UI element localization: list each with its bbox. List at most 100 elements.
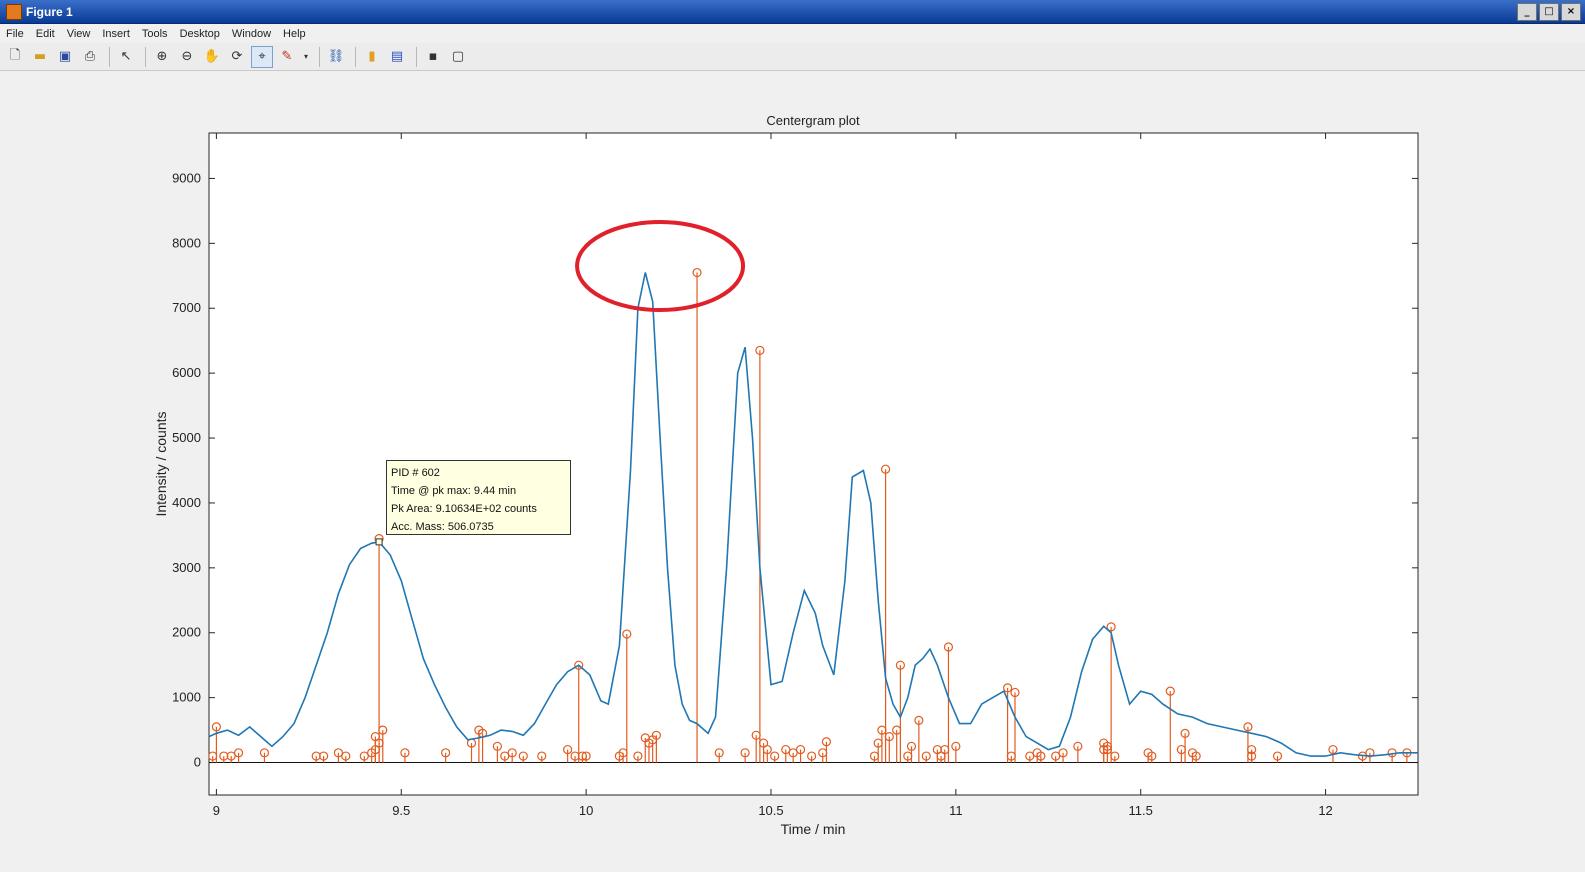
- x-tick-label: 11.5: [1129, 803, 1153, 818]
- data-cursor-icon[interactable]: ⌖: [251, 45, 273, 68]
- stem-marker: [341, 751, 351, 761]
- stem-marker: [651, 730, 661, 740]
- link-plot-icon[interactable]: ⛓: [327, 49, 345, 64]
- close-button[interactable]: ×: [1561, 3, 1581, 21]
- stem-marker: [1180, 728, 1190, 738]
- stem-marker: [311, 751, 321, 761]
- stem-marker: [762, 744, 772, 755]
- data-tip[interactable]: PID # 602 Time @ pk max: 9.44 min Pk Are…: [386, 460, 571, 535]
- show-plot-tools-icon[interactable]: ▢: [451, 49, 465, 64]
- menu-insert[interactable]: Insert: [102, 27, 130, 40]
- pan-hand-icon[interactable]: ✋: [203, 49, 221, 64]
- stem-marker: [319, 751, 329, 761]
- stem-marker: [537, 751, 547, 761]
- line-layer: [208, 272, 1418, 757]
- y-tick-label: 6000: [172, 365, 201, 380]
- stem-marker: [895, 660, 905, 670]
- stem-marker: [359, 751, 369, 761]
- x-tick-label: 9: [213, 803, 220, 818]
- menu-view[interactable]: View: [66, 27, 91, 40]
- open-file-icon[interactable]: ▬: [33, 49, 47, 64]
- stem-marker: [951, 741, 961, 751]
- legend-icon[interactable]: ▤: [390, 49, 404, 64]
- window-title: Figure 1: [26, 4, 73, 19]
- window-titlebar: Figure 1 _ □ ×: [0, 0, 1585, 24]
- stem-marker: [714, 748, 724, 758]
- stem-marker: [219, 751, 229, 761]
- stem-marker: [795, 744, 806, 755]
- x-tick-label: 10.5: [758, 803, 783, 818]
- y-axis-label: Intensity / counts: [153, 411, 169, 516]
- rotate-3d-icon[interactable]: ⟳: [231, 49, 243, 64]
- print-icon[interactable]: ⎙: [84, 49, 96, 64]
- axes-layer: 9 9.5 10 10.5 11 11.5 12 0 1000 2000 3000 4000 5000 6…: [172, 133, 1418, 818]
- stem-marker: [211, 722, 221, 732]
- stem-marker: [1191, 751, 1201, 761]
- save-icon[interactable]: ▣: [58, 49, 72, 64]
- stem-marker: [906, 741, 917, 751]
- y-tick-label: 4000: [172, 495, 201, 510]
- stem-marker: [226, 751, 236, 761]
- figure-toolbar: 🗋 ▬ ▣ ⎙ ↖ ⊕ ⊖ ✋ ⟳ ⌖ ✎ ▾ ⛓ ▮ ▤ ▪ ▢: [0, 43, 1585, 71]
- stem-marker: [1058, 748, 1068, 758]
- stem-marker: [781, 744, 791, 755]
- stem-marker: [1147, 751, 1157, 761]
- stem-marker: [692, 267, 702, 278]
- stem-marker: [518, 751, 528, 761]
- menu-help[interactable]: Help: [283, 27, 306, 40]
- y-tick-label: 9000: [172, 170, 201, 185]
- stem-marker: [500, 751, 510, 761]
- stem-marker: [378, 725, 388, 735]
- zoom-out-icon[interactable]: ⊖: [181, 49, 193, 64]
- stem-marker: [884, 731, 894, 742]
- x-tick-label: 12: [1318, 803, 1332, 818]
- maximize-button[interactable]: □: [1539, 3, 1559, 21]
- stem-marker: [821, 737, 832, 747]
- hide-plot-tools-icon[interactable]: ▪: [428, 49, 438, 64]
- stem-marker: [1025, 751, 1035, 761]
- stem-marker: [622, 629, 632, 639]
- stem-marker: [807, 751, 817, 761]
- datatip-marker: [375, 538, 383, 546]
- stem-marker: [755, 345, 765, 356]
- y-tick-label: 5000: [172, 430, 201, 445]
- datatip-line-mass: Acc. Mass: 506.0735: [391, 521, 494, 533]
- stem-marker: [880, 464, 891, 474]
- brush-icon[interactable]: ✎: [281, 49, 293, 64]
- datatip-line-pid: PID # 602: [391, 467, 440, 479]
- chart-title: Centergram plot: [766, 113, 860, 128]
- x-tick-label: 9.5: [392, 803, 410, 818]
- menu-desktop[interactable]: Desktop: [179, 27, 220, 40]
- stem-marker: [1003, 683, 1013, 693]
- menu-tools[interactable]: Tools: [141, 27, 168, 40]
- matlab-icon: [6, 3, 22, 20]
- toolbar-separator: [355, 46, 356, 67]
- stem-marker: [914, 715, 924, 725]
- menu-edit[interactable]: Edit: [35, 27, 55, 40]
- stem-marker: [1036, 751, 1046, 761]
- annotation-layer: [375, 220, 746, 546]
- stem-marker: [1272, 751, 1283, 761]
- zoom-in-icon[interactable]: ⊕: [156, 49, 168, 64]
- new-figure-icon[interactable]: 🗋: [9, 47, 21, 63]
- stem-marker: [441, 748, 451, 758]
- stem-marker: [633, 751, 643, 761]
- colorbar-icon[interactable]: ▮: [368, 49, 376, 64]
- stem-marker: [943, 642, 954, 652]
- stem-marker: [574, 660, 584, 670]
- stem-marker: [1010, 687, 1020, 698]
- brush-dropdown-icon[interactable]: ▾: [303, 52, 308, 61]
- toolbar-separator: [109, 46, 110, 67]
- menu-file[interactable]: File: [6, 27, 24, 40]
- menu-window[interactable]: Window: [231, 27, 272, 40]
- stem-marker: [740, 748, 750, 758]
- chromatogram-line: [208, 272, 1418, 757]
- stem-marker: [259, 748, 270, 758]
- toolbar-separator: [319, 46, 320, 67]
- datatip-line-time: Time @ pk max: 9.44 min: [391, 485, 517, 497]
- minimize-button[interactable]: _: [1517, 3, 1537, 21]
- stem-marker: [233, 748, 244, 758]
- menu-bar: File Edit View Insert Tools Desktop Wind…: [0, 24, 1585, 43]
- select-arrow-icon[interactable]: ↖: [120, 49, 132, 64]
